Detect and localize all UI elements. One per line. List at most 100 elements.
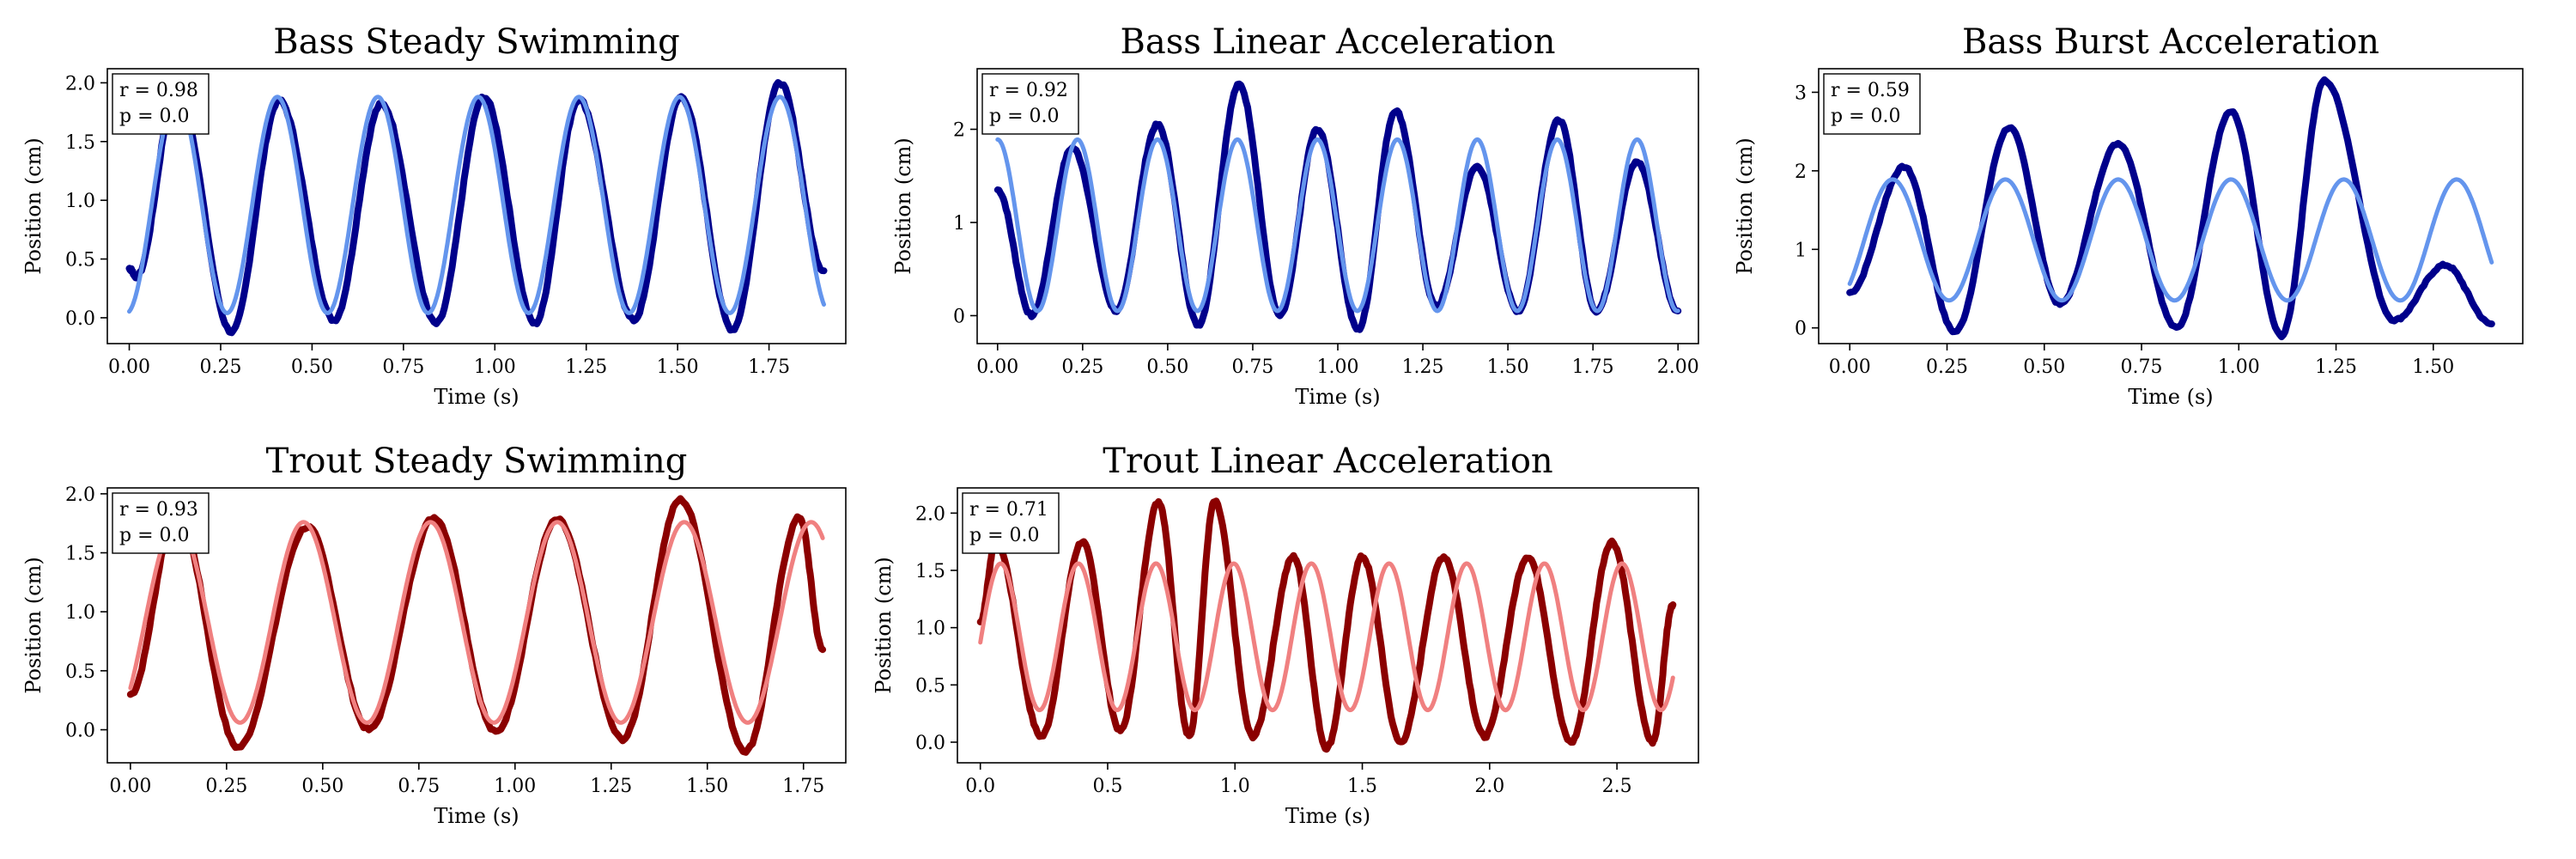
x-tick-label: 0.0: [965, 776, 995, 797]
chart-title: Bass Linear Acceleration: [1121, 22, 1556, 62]
stat-r: r = 0.93: [119, 499, 198, 521]
x-tick-label: 1.50: [1487, 356, 1529, 378]
x-tick-label: 0.25: [1926, 356, 1968, 378]
axes-frame: [106, 68, 847, 344]
chart-title: Bass Burst Acceleration: [1962, 22, 2379, 62]
y-axis-label: Position (cm): [21, 557, 46, 693]
x-tick-label: 1.25: [590, 776, 632, 797]
y-tick-label: 0.5: [915, 675, 945, 697]
y-axis-label: Position (cm): [21, 137, 46, 274]
subplot-3: 0.00 0.25 0.50 0.75 1.00 1.25 1.50 0 1 2 3 Bass Bur…: [1733, 22, 2524, 409]
axes-frame: [1818, 68, 2524, 344]
axes-frame: [106, 487, 847, 764]
stats-box: [981, 73, 1079, 135]
y-tick-label: 0: [953, 306, 965, 327]
y-tick-label: 2: [1795, 161, 1807, 183]
x-tick-label: 0.50: [291, 356, 333, 378]
y-tick-label: 0.5: [65, 250, 95, 271]
measured-line-5: [976, 497, 1677, 753]
x-tick-label: 1.00: [2218, 356, 2260, 378]
stat-r: r = 0.98: [119, 80, 198, 101]
subplot-5: 0.0 0.5 1.0 1.5 2.0 2.5 0.0 0.5 1.0 1.5 2.0 Trout L…: [872, 442, 1699, 828]
y-tick-label: 2.0: [65, 73, 95, 94]
x-tick-label: 0.75: [1231, 356, 1273, 378]
stat-p: p = 0.0: [969, 525, 1040, 546]
x-axis-label: Time (s): [434, 385, 519, 409]
measured-line-3: [1846, 76, 2495, 341]
y-tick-label: 1: [1795, 240, 1807, 261]
stat-r: r = 0.92: [989, 80, 1068, 101]
y-tick-label: 1: [953, 213, 965, 235]
stat-r: r = 0.59: [1831, 80, 1910, 101]
x-tick-label: 1.0: [1220, 776, 1250, 797]
x-axis-label: Time (s): [434, 804, 519, 828]
x-tick-label: 1.25: [1402, 356, 1444, 378]
axes-frame: [957, 487, 1699, 764]
y-axis-label: Position (cm): [872, 557, 896, 693]
fit-line-3: [1847, 177, 2494, 303]
y-tick-label: 0.5: [65, 661, 95, 683]
x-tick-label: 0.5: [1092, 776, 1122, 797]
x-tick-label: 0.50: [2023, 356, 2065, 378]
x-tick-label: 0.75: [2121, 356, 2163, 378]
y-tick-label: 0: [1795, 319, 1807, 340]
x-tick-label: 1.25: [2315, 356, 2357, 378]
x-tick-label: 2.5: [1602, 776, 1632, 797]
x-tick-label: 0.75: [382, 356, 424, 378]
x-tick-label: 0.00: [1829, 356, 1871, 378]
y-tick-label: 0.0: [65, 721, 95, 742]
y-tick-label: 2: [953, 120, 965, 142]
chart-title: Trout Steady Swimming: [266, 442, 688, 481]
y-tick-label: 1.0: [915, 618, 945, 640]
fit-line-1: [127, 94, 826, 315]
x-tick-label: 1.50: [2412, 356, 2454, 378]
x-tick-label: 0.00: [109, 776, 151, 797]
subplot-1: 0.00 0.25 0.50 0.75 1.00 1.25 1.50 1.75 0.0 0.5 1.…: [21, 22, 847, 409]
stat-p: p = 0.0: [119, 525, 190, 546]
subplot-4: 0.00 0.25 0.50 0.75 1.00 1.25 1.50 1.75 0.0 0.5 1.…: [21, 442, 847, 828]
y-axis-label: Position (cm): [891, 137, 915, 274]
y-tick-label: 1.5: [65, 132, 95, 154]
x-tick-label: 2.0: [1474, 776, 1504, 797]
x-tick-label: 0.25: [205, 776, 247, 797]
x-axis-label: Time (s): [2128, 385, 2213, 409]
x-tick-label: 0.50: [301, 776, 343, 797]
stats-box: [112, 73, 210, 135]
x-tick-label: 0.75: [398, 776, 440, 797]
stat-p: p = 0.0: [119, 106, 190, 127]
stats-box: [962, 492, 1060, 554]
stat-r: r = 0.71: [969, 499, 1048, 521]
y-tick-label: 2.0: [915, 503, 945, 525]
x-axis-label: Time (s): [1295, 385, 1380, 409]
x-tick-label: 1.25: [565, 356, 607, 378]
stat-p: p = 0.0: [1831, 106, 1901, 127]
chart-title: Bass Steady Swimming: [273, 22, 679, 62]
y-tick-label: 1.0: [65, 602, 95, 624]
x-tick-label: 0.50: [1146, 356, 1188, 378]
y-tick-label: 1.0: [65, 191, 95, 212]
chart-title: Trout Linear Acceleration: [1103, 442, 1552, 481]
y-tick-label: 0.0: [915, 733, 945, 754]
x-tick-label: 1.00: [1317, 356, 1359, 378]
fit-line-4: [128, 520, 825, 725]
fit-line-2: [995, 137, 1680, 314]
x-tick-label: 1.50: [686, 776, 728, 797]
stats-box: [1823, 73, 1921, 135]
x-tick-label: 0.25: [1061, 356, 1103, 378]
x-tick-label: 1.75: [748, 356, 790, 378]
y-tick-label: 1.5: [915, 561, 945, 582]
y-tick-label: 2.0: [65, 484, 95, 506]
x-tick-label: 0.00: [108, 356, 150, 378]
y-tick-label: 3: [1795, 82, 1807, 104]
stat-p: p = 0.0: [989, 106, 1060, 127]
x-tick-label: 1.75: [782, 776, 824, 797]
y-axis-label: Position (cm): [1733, 137, 1757, 274]
y-tick-label: 1.5: [65, 544, 95, 565]
x-axis-label: Time (s): [1285, 804, 1370, 828]
y-tick-label: 0.0: [65, 308, 95, 330]
x-tick-label: 0.00: [976, 356, 1018, 378]
measured-line-4: [126, 495, 827, 756]
subplot-2: 0.00 0.25 0.50 0.75 1.00 1.25 1.50 1.75 2.00 0 1 2 B…: [891, 22, 1699, 409]
x-tick-label: 1.75: [1572, 356, 1614, 378]
